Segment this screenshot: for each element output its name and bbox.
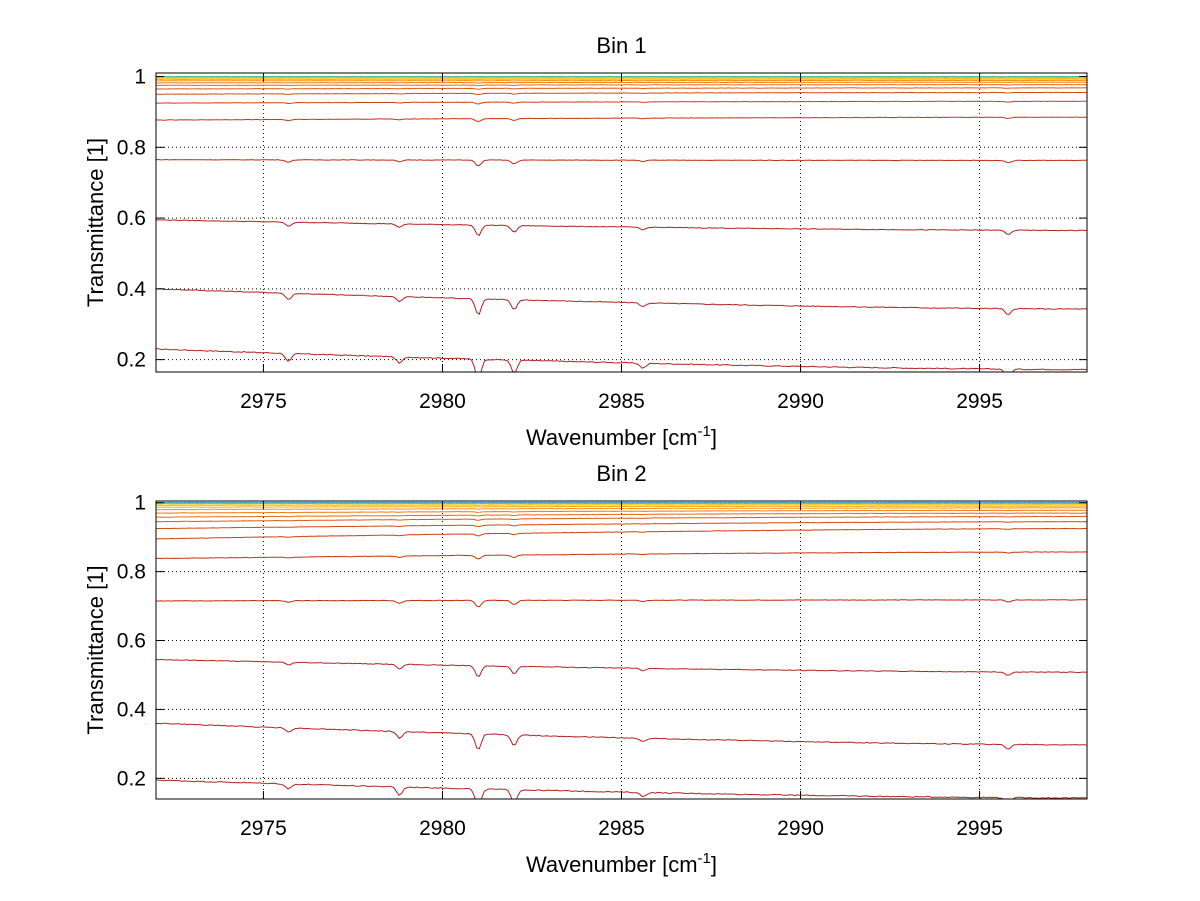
series-line — [156, 658, 1087, 678]
x-tick-label: 2985 — [598, 817, 645, 840]
y-tick-label: 0.6 — [117, 630, 146, 653]
series-line — [156, 81, 1087, 84]
series-line — [156, 599, 1087, 608]
series-line — [156, 551, 1087, 560]
series-line — [156, 348, 1087, 372]
series-line — [156, 509, 1087, 514]
y-axis-label: Transmittance [1] — [83, 565, 108, 734]
y-tick-label: 0.6 — [117, 207, 146, 230]
x-tick-label: 2990 — [777, 817, 824, 840]
series-line — [156, 527, 1087, 540]
series-line — [156, 83, 1087, 87]
y-tick-label: 0.4 — [117, 698, 147, 721]
x-tick-label: 2990 — [777, 390, 824, 413]
y-tick-labels: 0.2 0.4 0.6 0.8 1 — [117, 66, 147, 372]
chart-panel-bin-2: 2975 2980 2985 2990 2995 0.2 0.4 0.6 0.8 1 Bin 2… — [83, 461, 1088, 877]
x-tick-labels: 2975 2980 2985 2990 2995 — [240, 390, 1003, 413]
y-axis-label: Transmittance [1] — [83, 138, 108, 307]
x-axis-label: Wavenumber [cm-1] — [526, 850, 717, 877]
series-line — [156, 219, 1087, 237]
series-line — [156, 91, 1087, 96]
series-line — [156, 722, 1087, 750]
x-tick-label: 2980 — [419, 817, 466, 840]
series-group — [156, 502, 1087, 799]
y-tick-label: 0.8 — [117, 561, 146, 584]
x-tick-label: 2995 — [956, 390, 1003, 413]
x-tick-label: 2975 — [240, 390, 287, 413]
tick-marks — [156, 501, 1087, 799]
y-tick-label: 1 — [134, 492, 146, 515]
y-tick-label: 0.4 — [117, 278, 147, 301]
y-tick-labels: 0.2 0.4 0.6 0.8 1 — [117, 492, 147, 791]
y-tick-label: 0.2 — [117, 767, 146, 790]
series-line — [156, 87, 1087, 90]
series-line — [156, 116, 1087, 122]
series-line — [156, 288, 1087, 315]
x-tick-label: 2985 — [598, 390, 645, 413]
y-tick-label: 0.8 — [117, 136, 146, 159]
series-line — [156, 100, 1087, 105]
grid-lines — [156, 501, 1087, 799]
chart-title: Bin 1 — [596, 33, 646, 58]
x-tick-label: 2995 — [956, 817, 1003, 840]
y-tick-label: 0.2 — [117, 349, 146, 372]
tick-marks — [156, 73, 1087, 372]
series-line — [156, 515, 1087, 523]
x-tick-label: 2975 — [240, 817, 287, 840]
x-axis-label: Wavenumber [cm-1] — [526, 423, 717, 450]
series-line — [156, 158, 1087, 167]
y-tick-label: 1 — [134, 66, 146, 89]
chart-title: Bin 2 — [596, 461, 646, 486]
x-tick-label: 2980 — [419, 390, 466, 413]
x-tick-labels: 2975 2980 2985 2990 2995 — [240, 817, 1003, 840]
chart-panel-bin-1: 2975 2980 2985 2990 2995 0.2 0.4 0.6 0.8 1 Bin 1… — [83, 33, 1088, 450]
series-line — [156, 521, 1087, 530]
series-line — [156, 512, 1087, 518]
